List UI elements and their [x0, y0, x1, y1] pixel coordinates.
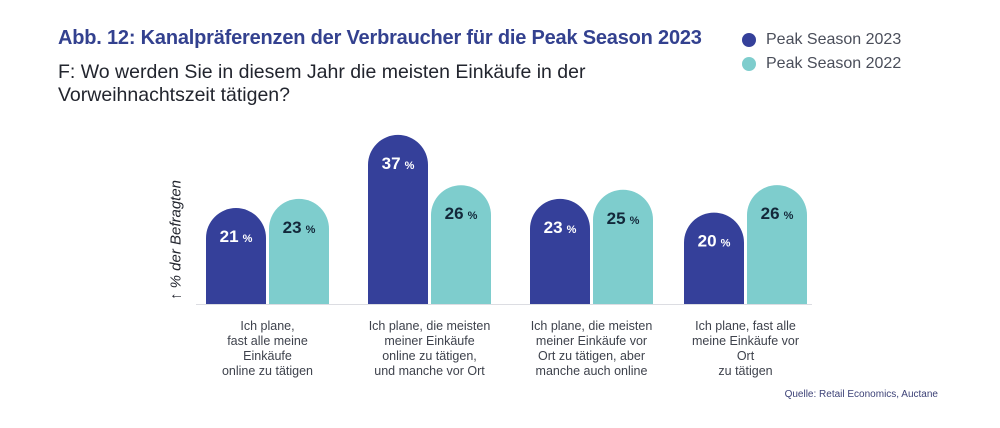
category-label-4: Ich plane, fast alle meine Einkäufe vor …: [691, 319, 799, 378]
bar-2022-cat4: [747, 185, 807, 304]
bar-2023-cat3: [530, 198, 590, 304]
bar-value-label: 37%: [382, 154, 415, 173]
legend-label-2023: Peak Season 2023: [766, 31, 902, 48]
legend-swatch-2023: [742, 33, 756, 47]
bar-2023-cat4: [684, 212, 744, 304]
legend-item-2022: Peak Season 2022: [742, 52, 901, 76]
source-note: Quelle: Retail Economics, Auctane: [784, 389, 938, 400]
bar-2023-cat2: [368, 134, 428, 304]
bar-2022-cat2: [431, 185, 491, 304]
category-label-3: Ich plane, die meisten meiner Einkäufe v…: [530, 319, 653, 378]
bar-2022-cat1: [269, 198, 329, 304]
bar-value-label: 23%: [283, 218, 316, 237]
bar-value-label: 20%: [698, 232, 731, 251]
bar-value-label: 25%: [607, 209, 640, 228]
legend-item-2023: Peak Season 2023: [742, 28, 901, 52]
bar-value-label: 26%: [445, 204, 478, 223]
bar-2023-cat1: [206, 208, 266, 304]
chart-title: Abb. 12: Kanalpräferenzen der Verbrauche…: [58, 27, 702, 49]
bar-value-label: 23%: [544, 218, 577, 237]
chart-question: F: Wo werden Sie in diesem Jahr die meis…: [58, 61, 586, 106]
legend: Peak Season 2023 Peak Season 2022: [742, 28, 901, 76]
bar-2022-cat3: [593, 189, 653, 304]
bar-value-label: 21%: [220, 227, 253, 246]
bar-value-label: 26%: [761, 204, 794, 223]
category-label-1: Ich plane, fast alle meine Einkäufe onli…: [221, 319, 314, 378]
legend-swatch-2022: [742, 57, 756, 71]
category-label-2: Ich plane, die meisten meiner Einkäufe o…: [368, 319, 491, 378]
legend-label-2022: Peak Season 2022: [766, 55, 902, 72]
